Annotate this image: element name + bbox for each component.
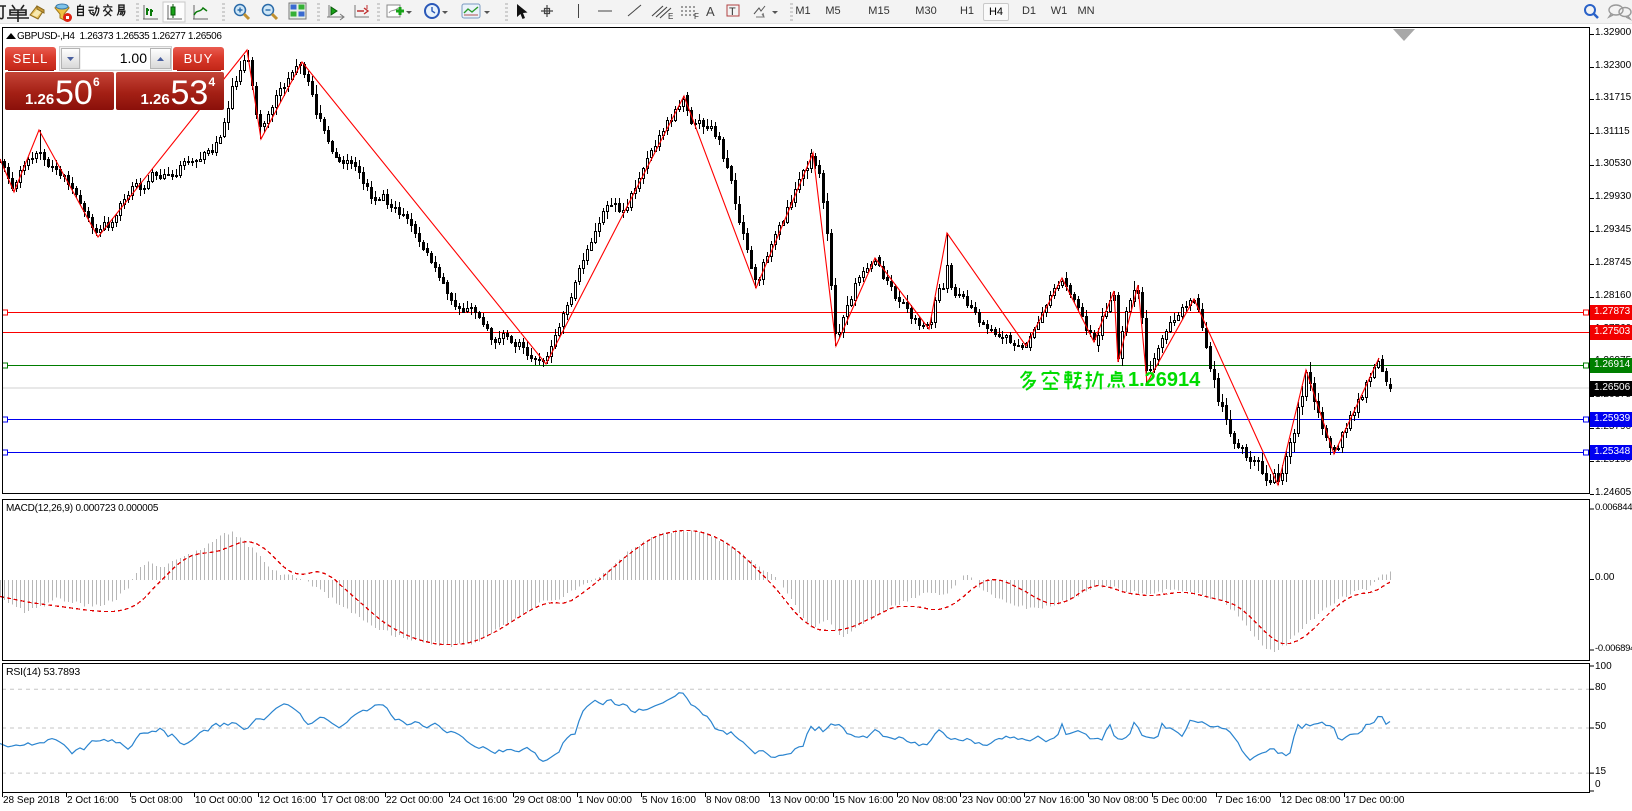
- svg-text:T: T: [729, 6, 736, 18]
- svg-text:E: E: [668, 12, 673, 21]
- svg-text:F: F: [694, 12, 699, 21]
- svg-text:A: A: [706, 4, 715, 19]
